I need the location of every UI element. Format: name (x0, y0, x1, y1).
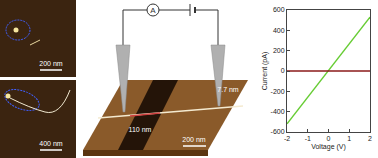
svg-text:-200: -200 (271, 88, 285, 95)
svg-text:110 nm: 110 nm (129, 126, 152, 133)
svg-text:0: 0 (281, 67, 285, 74)
svg-text:2: 2 (368, 135, 372, 142)
svg-text:600: 600 (273, 6, 285, 13)
svg-text:A: A (150, 6, 156, 15)
svg-text:1: 1 (347, 135, 351, 142)
svg-text:Voltage (V): Voltage (V) (311, 143, 346, 151)
svg-text:400: 400 (273, 27, 285, 34)
svg-text:-400: -400 (271, 108, 285, 115)
svg-text:200 nm: 200 nm (182, 136, 206, 143)
svg-text:7.7 nm: 7.7 nm (217, 86, 239, 93)
svg-text:0: 0 (327, 135, 331, 142)
svg-text:200 nm: 200 nm (39, 60, 63, 67)
svg-text:400 nm: 400 nm (39, 140, 63, 147)
svg-text:-2: -2 (284, 135, 290, 142)
svg-text:200: 200 (273, 47, 285, 54)
svg-text:-1: -1 (305, 135, 311, 142)
svg-text:-600: -600 (271, 128, 285, 135)
svg-text:Current (pA): Current (pA) (261, 52, 269, 91)
